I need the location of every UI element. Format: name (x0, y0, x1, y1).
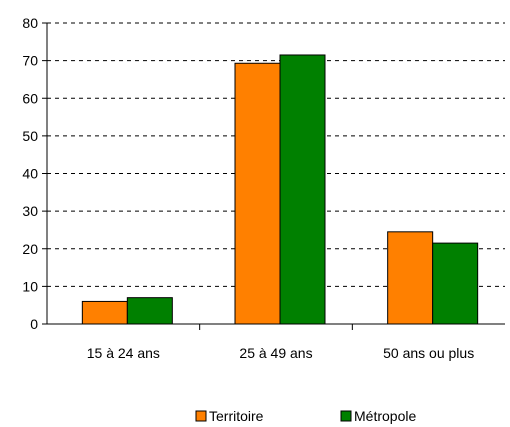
legend: Territoire Métropole (195, 408, 416, 424)
y-tick-label: 30 (22, 203, 38, 219)
legend-swatch (195, 410, 207, 422)
y-tick-label: 40 (22, 166, 38, 182)
bar-metropole (279, 54, 326, 325)
axes (42, 22, 505, 330)
bar-metropole (126, 297, 173, 325)
bar-territoire (387, 231, 434, 325)
bars (81, 54, 479, 325)
y-tick-labels: 0 10 20 30 40 50 60 70 80 (22, 15, 38, 332)
y-tick-label: 70 (22, 53, 38, 69)
x-tick-label: 50 ans ou plus (383, 345, 474, 361)
bar-territoire (81, 300, 128, 325)
y-tick-label: 20 (22, 241, 38, 257)
legend-swatch (340, 410, 352, 422)
bar-territoire (234, 62, 281, 325)
x-tick-label: 25 à 49 ans (239, 345, 312, 361)
y-tick-label: 50 (22, 128, 38, 144)
x-tick-label: 15 à 24 ans (87, 345, 160, 361)
legend-label: Métropole (354, 408, 416, 424)
y-tick-label: 80 (22, 15, 38, 31)
x-tick-labels: 15 à 24 ans 25 à 49 ans 50 ans ou plus (87, 345, 474, 361)
bar-metropole (432, 242, 479, 325)
y-tick-label: 60 (22, 90, 38, 106)
y-tick-label: 10 (22, 278, 38, 294)
legend-label: Territoire (209, 408, 264, 424)
y-tick-label: 0 (30, 316, 38, 332)
